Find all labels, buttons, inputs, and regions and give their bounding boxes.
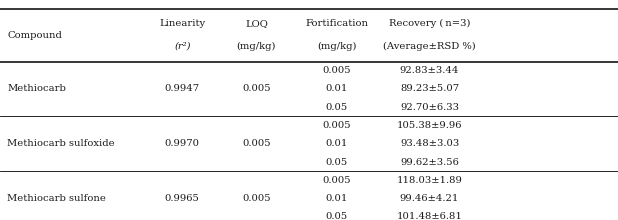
Text: 0.9970: 0.9970	[165, 139, 200, 148]
Text: 99.46±4.21: 99.46±4.21	[400, 194, 459, 203]
Text: 0.9965: 0.9965	[165, 194, 200, 203]
Text: 101.48±6.81: 101.48±6.81	[397, 212, 462, 220]
Text: 0.05: 0.05	[326, 103, 348, 112]
Text: LOQ: LOQ	[245, 19, 268, 28]
Text: 0.05: 0.05	[326, 158, 348, 167]
Text: 89.23±5.07: 89.23±5.07	[400, 84, 459, 94]
Text: 0.005: 0.005	[242, 84, 271, 94]
Text: Methiocarb sulfoxide: Methiocarb sulfoxide	[7, 139, 115, 148]
Text: 0.9947: 0.9947	[165, 84, 200, 94]
Text: 99.62±3.56: 99.62±3.56	[400, 158, 459, 167]
Text: 0.005: 0.005	[323, 66, 351, 75]
Text: (mg/kg): (mg/kg)	[237, 42, 276, 51]
Text: 0.05: 0.05	[326, 212, 348, 220]
Text: 0.01: 0.01	[326, 194, 348, 203]
Text: Recovery ( n=3): Recovery ( n=3)	[389, 18, 470, 28]
Text: 0.005: 0.005	[242, 194, 271, 203]
Text: 92.70±6.33: 92.70±6.33	[400, 103, 459, 112]
Text: Methiocarb: Methiocarb	[7, 84, 66, 94]
Text: Methiocarb sulfone: Methiocarb sulfone	[7, 194, 106, 203]
Text: Fortification: Fortification	[305, 19, 368, 28]
Text: 0.005: 0.005	[323, 176, 351, 185]
Text: Compound: Compound	[7, 31, 62, 40]
Text: 92.83±3.44: 92.83±3.44	[400, 66, 459, 75]
Text: 0.01: 0.01	[326, 139, 348, 148]
Text: (r²): (r²)	[174, 42, 190, 51]
Text: 0.005: 0.005	[242, 139, 271, 148]
Text: (mg/kg): (mg/kg)	[317, 42, 357, 51]
Text: 118.03±1.89: 118.03±1.89	[397, 176, 462, 185]
Text: 0.005: 0.005	[323, 121, 351, 130]
Text: 105.38±9.96: 105.38±9.96	[397, 121, 462, 130]
Text: (Average±RSD %): (Average±RSD %)	[383, 42, 476, 51]
Text: 0.01: 0.01	[326, 84, 348, 94]
Text: 93.48±3.03: 93.48±3.03	[400, 139, 459, 148]
Text: Linearity: Linearity	[159, 19, 205, 28]
